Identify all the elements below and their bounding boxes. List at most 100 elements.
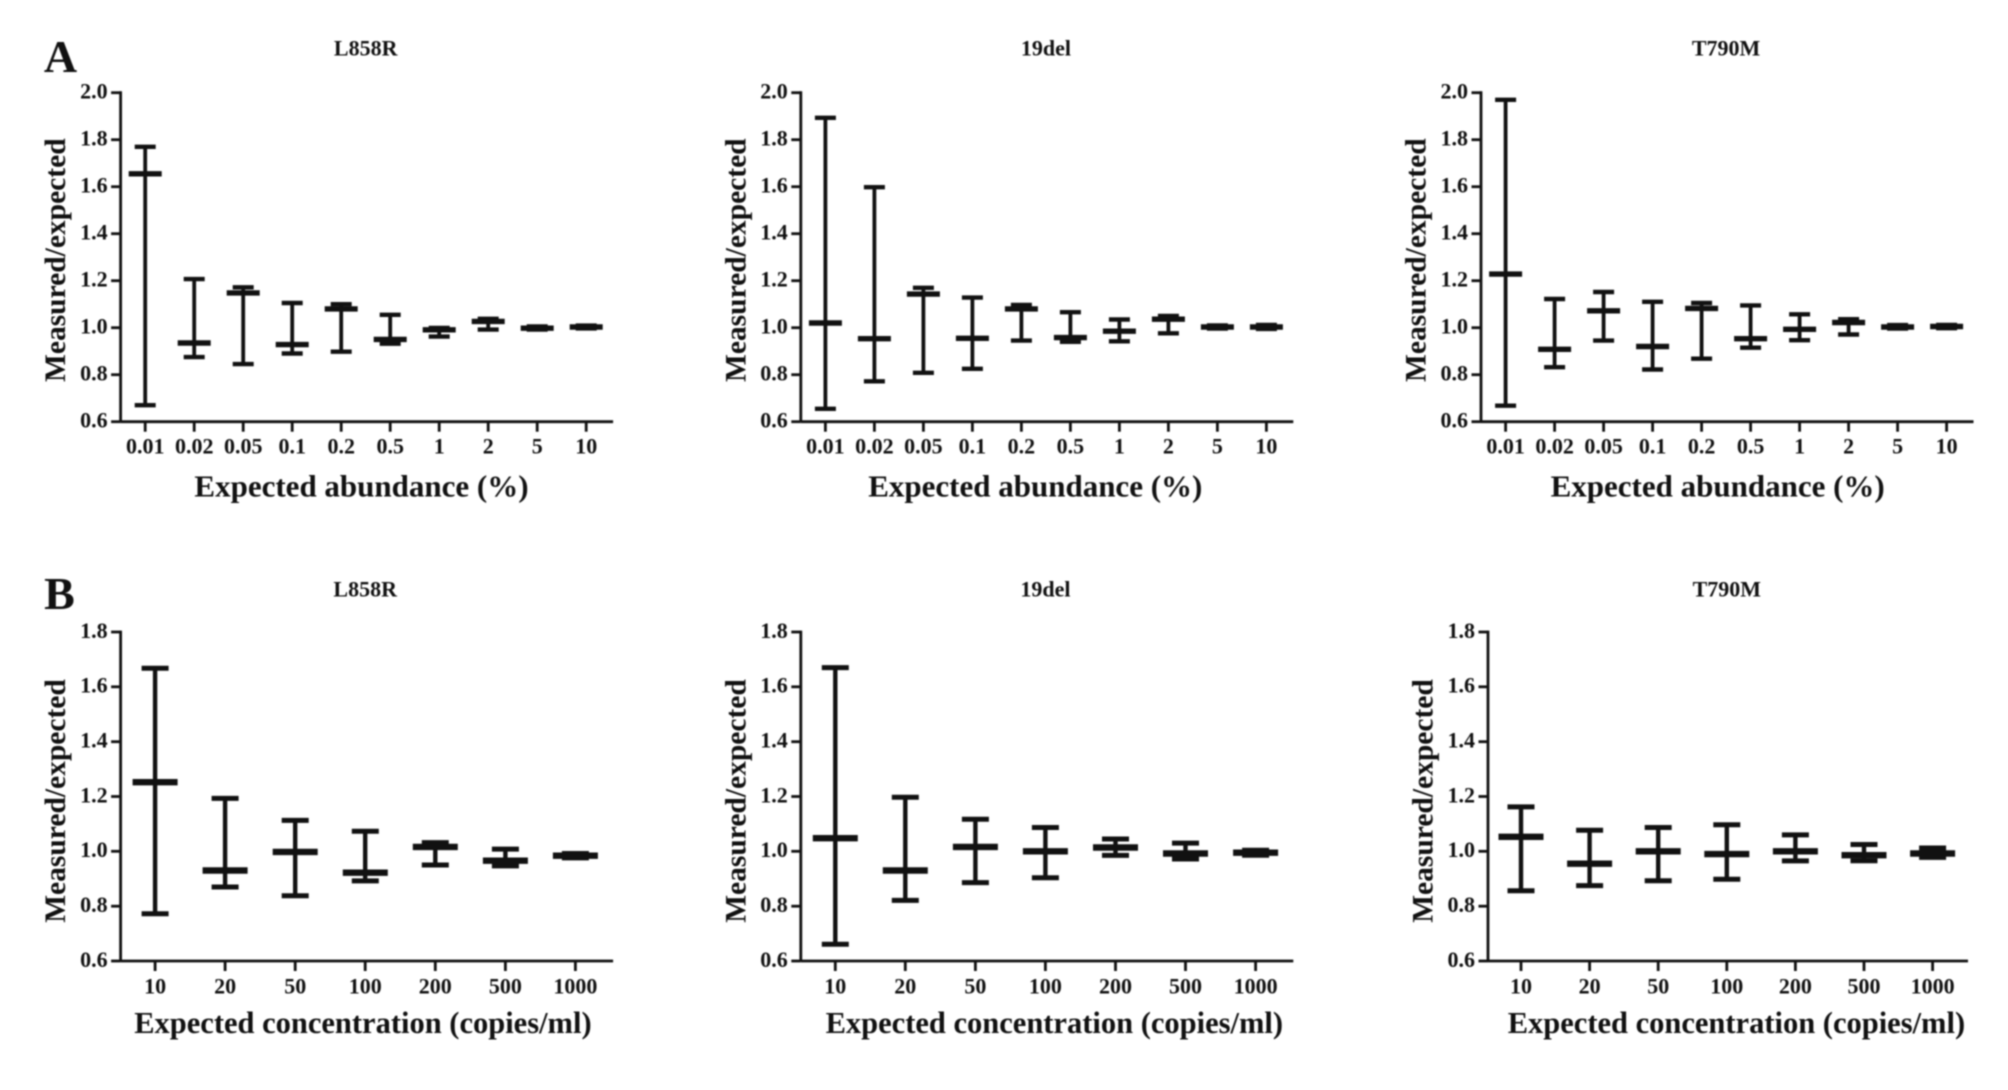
svg-text:L858R: L858R [334,36,399,61]
svg-text:0.8: 0.8 [1441,361,1469,386]
svg-text:50: 50 [1647,974,1669,999]
svg-text:1000: 1000 [553,974,597,999]
svg-text:500: 500 [1848,974,1881,999]
svg-text:1.8: 1.8 [80,126,108,151]
svg-text:Expected concentration (copies: Expected concentration (copies/ml) [134,1006,591,1040]
svg-text:1.8: 1.8 [1441,126,1469,151]
svg-text:Measured/expected: Measured/expected [40,679,72,923]
svg-text:1.0: 1.0 [1448,837,1476,862]
svg-text:0.05: 0.05 [904,434,943,459]
svg-text:Measured/expected: Measured/expected [720,679,752,923]
svg-text:0.5: 0.5 [376,434,404,459]
svg-text:0.5: 0.5 [1057,434,1085,459]
svg-text:20: 20 [894,974,916,999]
svg-text:Measured/expected: Measured/expected [1408,679,1440,923]
svg-text:100: 100 [1029,974,1062,999]
svg-text:1.8: 1.8 [760,618,788,643]
svg-text:0.6: 0.6 [760,408,788,433]
svg-text:5: 5 [532,434,543,459]
svg-text:1: 1 [1794,434,1805,459]
svg-text:L858R: L858R [333,577,398,602]
svg-text:500: 500 [1169,974,1202,999]
svg-text:1.6: 1.6 [80,173,108,198]
svg-text:0.8: 0.8 [760,361,788,386]
svg-text:0.01: 0.01 [126,434,165,459]
svg-text:10: 10 [1936,434,1958,459]
svg-text:Expected abundance (%): Expected abundance (%) [1551,469,1885,504]
svg-text:1.8: 1.8 [80,618,108,643]
svg-text:0.01: 0.01 [806,434,845,459]
svg-text:0.6: 0.6 [80,408,108,433]
svg-text:200: 200 [419,974,452,999]
svg-text:0.8: 0.8 [1448,892,1476,917]
svg-text:19del: 19del [1021,36,1071,61]
svg-text:1.2: 1.2 [1441,267,1469,292]
svg-text:Measured/expected: Measured/expected [720,138,752,382]
svg-text:1.0: 1.0 [760,314,788,339]
svg-text:1: 1 [434,434,445,459]
svg-text:Measured/expected: Measured/expected [40,138,72,382]
svg-text:200: 200 [1099,974,1132,999]
svg-text:500: 500 [489,974,522,999]
svg-text:0.2: 0.2 [327,434,355,459]
svg-text:Measured/expected: Measured/expected [1401,138,1433,382]
svg-text:0.05: 0.05 [224,434,263,459]
svg-text:200: 200 [1779,974,1812,999]
svg-text:1.0: 1.0 [1441,314,1469,339]
svg-text:2: 2 [1163,434,1174,459]
svg-text:2.0: 2.0 [80,79,108,104]
svg-text:Expected abundance (%): Expected abundance (%) [194,469,528,504]
svg-text:1.2: 1.2 [80,782,108,807]
svg-text:B: B [44,568,75,619]
svg-text:10: 10 [575,434,597,459]
svg-text:0.05: 0.05 [1584,434,1623,459]
svg-text:0.6: 0.6 [760,947,788,972]
svg-text:1.2: 1.2 [1448,782,1476,807]
svg-text:A: A [44,31,77,82]
svg-text:1.6: 1.6 [1441,173,1469,198]
svg-text:Expected concentration (copies: Expected concentration (copies/ml) [826,1006,1283,1040]
svg-text:0.2: 0.2 [1008,434,1036,459]
svg-text:10: 10 [1255,434,1277,459]
svg-text:1.2: 1.2 [760,782,788,807]
svg-text:1.2: 1.2 [760,267,788,292]
svg-text:Expected abundance (%): Expected abundance (%) [868,469,1202,504]
svg-text:0.1: 0.1 [278,434,306,459]
svg-text:T790M: T790M [1693,577,1762,602]
svg-text:1.6: 1.6 [760,673,788,698]
svg-text:0.8: 0.8 [760,892,788,917]
svg-text:1.0: 1.0 [80,314,108,339]
svg-text:20: 20 [1579,974,1601,999]
svg-text:0.6: 0.6 [1441,408,1469,433]
svg-text:1.8: 1.8 [760,126,788,151]
svg-text:1.4: 1.4 [760,728,788,753]
svg-text:10: 10 [1510,974,1532,999]
svg-text:1.2: 1.2 [80,267,108,292]
svg-text:50: 50 [964,974,986,999]
svg-text:1.0: 1.0 [760,837,788,862]
svg-text:19del: 19del [1020,577,1070,602]
svg-text:10: 10 [824,974,846,999]
svg-text:1000: 1000 [1911,974,1955,999]
svg-text:1.4: 1.4 [1441,220,1469,245]
svg-text:0.8: 0.8 [80,361,108,386]
svg-text:0.02: 0.02 [175,434,214,459]
svg-text:50: 50 [284,974,306,999]
svg-text:0.1: 0.1 [1639,434,1667,459]
svg-text:2: 2 [483,434,494,459]
svg-text:100: 100 [349,974,382,999]
svg-text:0.2: 0.2 [1688,434,1716,459]
svg-text:100: 100 [1710,974,1743,999]
svg-text:1000: 1000 [1234,974,1278,999]
svg-text:1.4: 1.4 [760,220,788,245]
svg-text:1.4: 1.4 [1448,728,1476,753]
svg-text:1.4: 1.4 [80,728,108,753]
svg-text:0.01: 0.01 [1486,434,1525,459]
svg-text:2: 2 [1843,434,1854,459]
svg-text:5: 5 [1212,434,1223,459]
svg-text:1.0: 1.0 [80,837,108,862]
svg-text:20: 20 [214,974,236,999]
svg-text:0.02: 0.02 [1535,434,1574,459]
svg-text:2.0: 2.0 [1441,79,1469,104]
svg-text:0.1: 0.1 [959,434,987,459]
